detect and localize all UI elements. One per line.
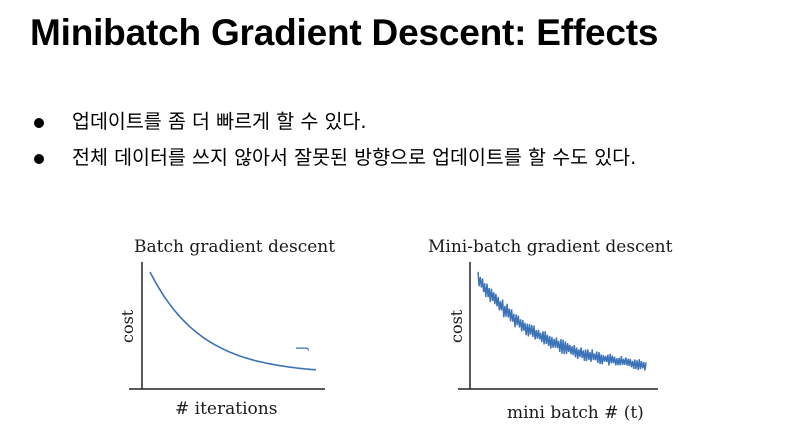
slide-title: Minibatch Gradient Descent: Effects [30, 12, 659, 53]
minibatch-gd-figure: Mini-batch gradient descent cost mini ba… [428, 237, 673, 423]
batch-gd-figure: Batch gradient descent cost # iterations… [118, 237, 335, 419]
batch-cost-curve [149, 271, 317, 371]
batch-gd-title: Batch gradient descent [134, 237, 335, 257]
bullet-item: 업데이트를 좀 더 빠르게 할 수 있다. [34, 106, 779, 137]
bullet-dot [34, 154, 44, 164]
batch-annotation: J [295, 346, 310, 351]
minibatch-x-label: mini batch # (t) [507, 403, 644, 423]
minibatch-gd-title: Mini-batch gradient descent [428, 237, 673, 257]
batch-y-label: cost [118, 309, 137, 343]
minibatch-cost-curve [477, 271, 647, 371]
bullet-text: 전체 데이터를 쓰지 않아서 잘못된 방향으로 업데이트를 할 수도 있다. [72, 146, 637, 169]
bullet-item: 전체 데이터를 쓰지 않아서 잘못된 방향으로 업데이트를 할 수도 있다. [34, 142, 779, 173]
bullet-list: 업데이트를 좀 더 빠르게 할 수 있다. 전체 데이터를 쓰지 않아서 잘못된… [34, 106, 779, 178]
minibatch-y-label: cost [447, 309, 466, 343]
batch-x-label: # iterations [175, 399, 277, 419]
bullet-dot [34, 118, 44, 128]
bullet-text: 업데이트를 좀 더 빠르게 할 수 있다. [72, 110, 367, 133]
